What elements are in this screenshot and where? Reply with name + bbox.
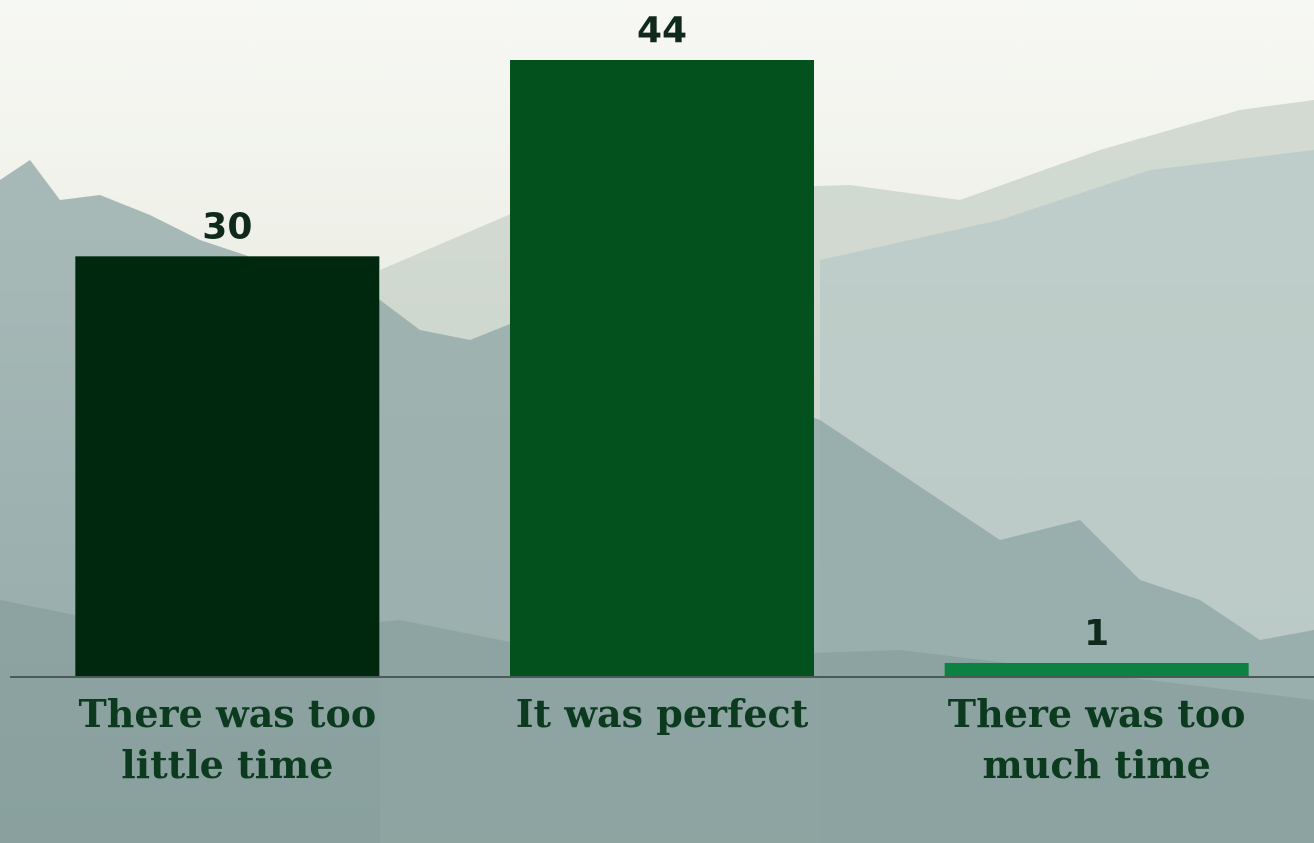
value-label: 1 — [1084, 613, 1109, 654]
category-label: There was too much time — [937, 688, 1257, 790]
chart-page: 30 44 1 There was too little time It was pe… — [0, 0, 1314, 843]
category-label: There was too little time — [67, 688, 387, 790]
bar — [945, 663, 1249, 677]
category-label: It was perfect — [502, 688, 822, 739]
bar — [510, 60, 814, 677]
value-label: 44 — [637, 10, 687, 51]
bar — [75, 256, 379, 677]
value-label: 30 — [202, 206, 252, 247]
